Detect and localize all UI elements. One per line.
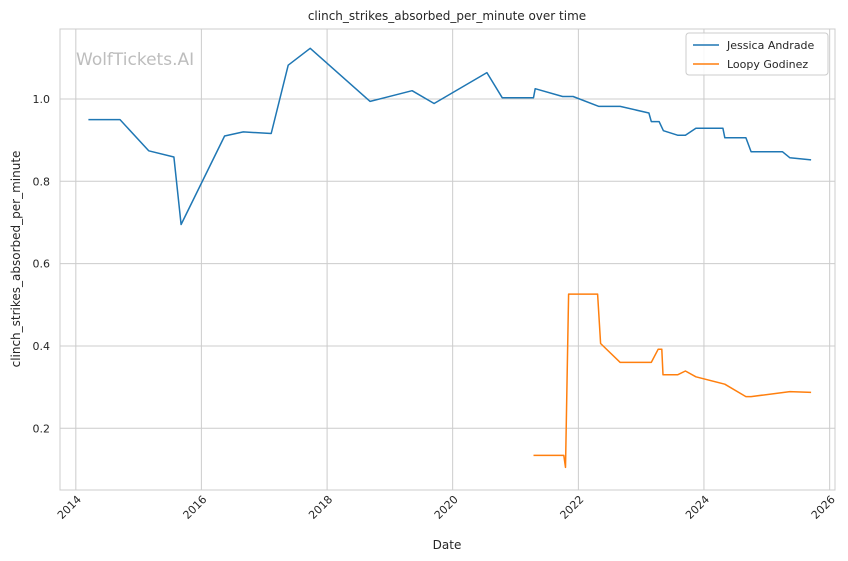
- series-lines: [88, 47, 812, 469]
- series-line-loopy-godinez: [533, 293, 812, 469]
- y-tick-label-1.0: 1.0: [33, 93, 51, 106]
- y-axis-label: clinch_strikes_absorbed_per_minute: [9, 151, 23, 368]
- watermark: WolfTickets.AI: [76, 50, 194, 70]
- series-line-jessica-andrade: [88, 47, 812, 226]
- grid: [60, 29, 835, 490]
- x-axis-label: Date: [433, 538, 462, 552]
- legend: Jessica Andrade Loopy Godinez: [685, 32, 829, 76]
- chart-title: clinch_strikes_absorbed_per_minute over …: [308, 9, 586, 23]
- y-tick-label-0.8: 0.8: [33, 175, 51, 188]
- legend-box: [685, 32, 829, 76]
- plot-frame: [59, 28, 836, 491]
- legend-label-loopy-godinez: Loopy Godinez: [727, 58, 808, 71]
- y-tick-label-0.2: 0.2: [33, 422, 51, 435]
- y-tick-label-0.6: 0.6: [33, 258, 51, 271]
- y-tick-label-0.4: 0.4: [33, 340, 51, 353]
- y-tick-labels: 0.2 0.4 0.6 0.8 1.0: [33, 93, 51, 435]
- legend-label-jessica-andrade: Jessica Andrade: [726, 39, 815, 52]
